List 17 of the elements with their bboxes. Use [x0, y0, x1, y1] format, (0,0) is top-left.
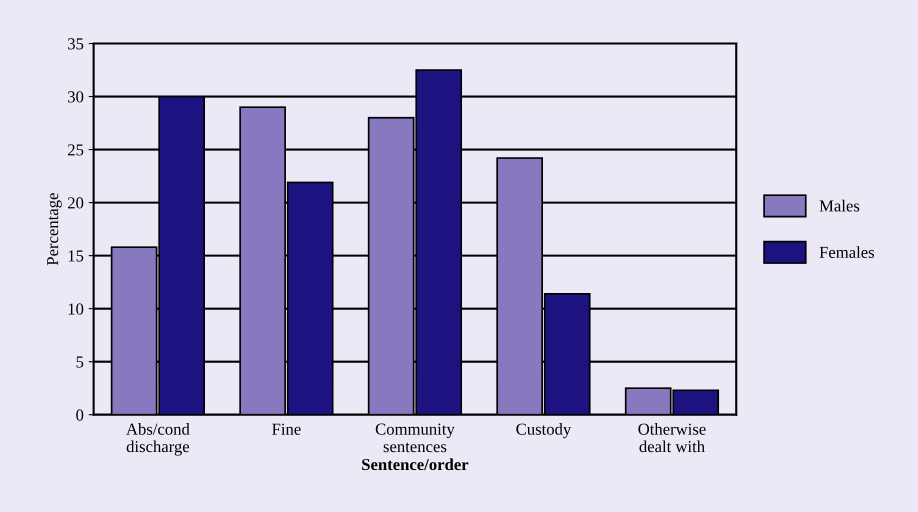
y-tick-label: 15 — [68, 250, 84, 262]
y-tick-label: 35 — [68, 38, 84, 50]
legend-label: Males — [820, 200, 860, 212]
x-tick-label: Custody — [516, 423, 572, 438]
x-tick-label: Otherwise dealt with — [638, 423, 706, 452]
x-tick-label: Abs/cond discharge — [126, 423, 190, 456]
y-tick-label: 30 — [68, 91, 84, 102]
y-tick-label: 25 — [68, 144, 84, 156]
x-tick-label: Fine — [272, 424, 301, 435]
x-tick-label: Community sentences — [376, 424, 455, 452]
y-tick-label: 10 — [68, 303, 84, 315]
legend-label: Females — [820, 246, 874, 258]
y-tick-label: 5 — [76, 356, 84, 368]
y-axis-title: Percentage — [47, 193, 62, 266]
x-axis-title: Sentence/order — [362, 458, 468, 470]
y-tick-label: 20 — [68, 197, 84, 209]
y-tick-label: 0 — [76, 409, 84, 421]
